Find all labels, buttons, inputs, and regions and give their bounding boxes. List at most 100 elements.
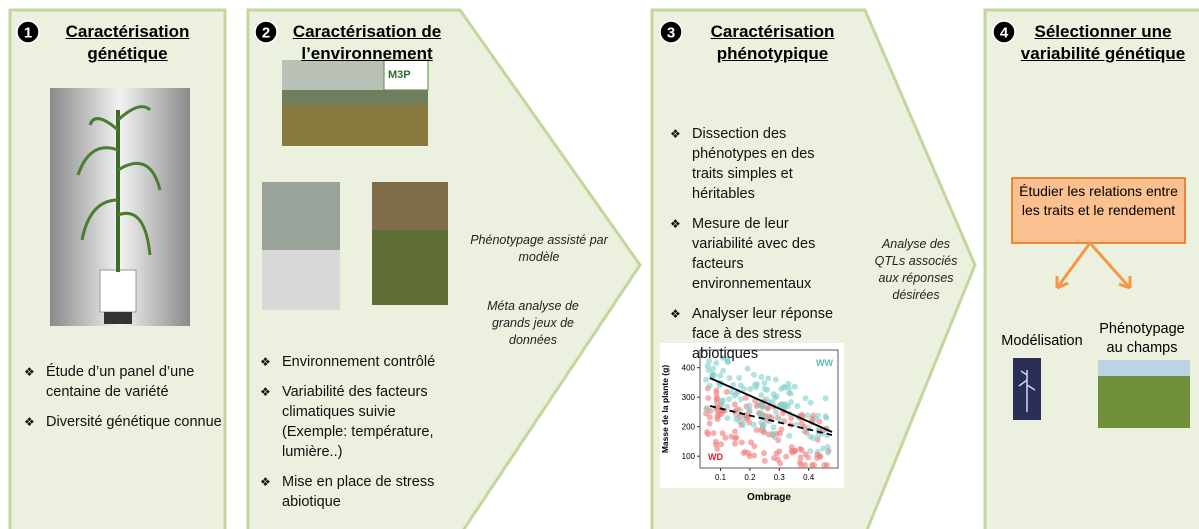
- dot-wd: [714, 445, 721, 452]
- y-tick-label: 100: [682, 452, 696, 461]
- dot-ww: [772, 376, 779, 383]
- dot-wd: [808, 416, 815, 423]
- dot-wd: [797, 459, 804, 466]
- dot-ww: [782, 402, 789, 409]
- dot-wd: [738, 439, 745, 446]
- dot-wd: [788, 415, 795, 422]
- dot-ww: [757, 410, 764, 417]
- dot-wd: [797, 454, 804, 461]
- dot-wd: [751, 443, 758, 450]
- legend-wd: WD: [708, 452, 723, 462]
- dot-ww: [802, 395, 809, 402]
- dot-ww: [740, 422, 747, 429]
- dot-ww: [824, 443, 831, 450]
- step-title: Caractérisation de l’environnement: [282, 21, 452, 65]
- field-sky: [1098, 360, 1190, 376]
- relation-box: [1011, 177, 1186, 244]
- step-number: 2: [262, 25, 270, 42]
- dot-wd: [761, 450, 768, 457]
- dot-wd: [733, 434, 740, 441]
- dot-ww: [758, 392, 765, 399]
- dot-ww: [776, 416, 783, 423]
- dot-wd: [783, 453, 790, 460]
- arrow-text: Méta analyse de grands jeux de données: [487, 299, 579, 347]
- dot-wd: [706, 414, 713, 421]
- dot-wd: [814, 451, 821, 458]
- dot-ww: [717, 372, 724, 379]
- dot-wd: [773, 450, 780, 457]
- scatter: 0.1 0.2 0.3 0.4 100 200 300 400 Ombrage Masse de …: [660, 349, 839, 503]
- step-title: Caractérisation phénotypique: [685, 21, 860, 65]
- x-tick-label: 0.3: [774, 473, 786, 482]
- step-number: 4: [1000, 25, 1009, 42]
- dot-ww: [719, 397, 726, 404]
- dot-wd: [760, 429, 767, 436]
- dot-ww: [730, 381, 737, 388]
- dot-wd: [722, 434, 729, 441]
- dot-wd: [774, 456, 781, 463]
- dot-ww: [791, 383, 798, 390]
- dot-wd: [731, 440, 738, 447]
- dot-wd: [742, 448, 749, 455]
- title-line: variabilité génétique: [1020, 44, 1186, 63]
- title-line: Caractérisation de: [292, 22, 442, 41]
- title-line: Caractérisation: [710, 22, 835, 41]
- dot-ww: [746, 406, 753, 413]
- bullet-list: Environnement contrôlé Variabilité des fa…: [258, 352, 458, 522]
- dot-wd: [705, 395, 712, 402]
- x-tick-label: 0.1: [715, 473, 727, 482]
- y-tick-label: 400: [682, 364, 696, 373]
- dot-ww: [751, 381, 758, 388]
- bullet-list: Étude d’un panel d’une centaine de varié…: [22, 362, 222, 442]
- dot-ww: [703, 376, 710, 383]
- dot-ww: [769, 430, 776, 437]
- dot-ww: [822, 413, 829, 420]
- x-tick-label: 0.4: [803, 473, 815, 482]
- dot-wd: [710, 429, 717, 436]
- title-line: phénotypique: [716, 44, 829, 63]
- plant-photo: [50, 88, 190, 326]
- dot-wd: [798, 420, 805, 427]
- dot-wd: [746, 453, 753, 460]
- dot-wd: [706, 420, 713, 427]
- dot-ww: [740, 385, 747, 392]
- dot-ww: [709, 371, 716, 378]
- dot-ww: [822, 395, 829, 402]
- dot-ww: [726, 396, 733, 403]
- dot-wd: [742, 394, 749, 401]
- label: Phénotypage au champs: [1099, 321, 1185, 356]
- dot-wd: [778, 426, 785, 433]
- bullet: Mise en place de stress abiotique: [258, 472, 458, 512]
- dot-wd: [775, 437, 782, 444]
- dot-wd: [718, 441, 725, 448]
- step-badge: [16, 20, 40, 44]
- split-arrows: [1055, 242, 1132, 290]
- model-plant: [1018, 370, 1036, 412]
- dot-ww: [737, 396, 744, 403]
- dot-ww: [710, 365, 717, 372]
- dot-ww: [787, 398, 794, 405]
- dot-wd: [719, 430, 726, 437]
- dot-ww: [750, 421, 757, 428]
- dot-ww: [807, 399, 814, 406]
- dot-wd: [809, 462, 816, 468]
- dot-wd: [764, 404, 771, 411]
- dot-ww: [773, 393, 780, 400]
- x-axis-label: Ombrage: [747, 492, 791, 503]
- title-line: génétique: [87, 44, 168, 63]
- dot-ww: [758, 402, 765, 409]
- bullet: Analyser leur réponse face à des stress …: [668, 304, 848, 364]
- dot-wd: [714, 416, 721, 423]
- dot-wd: [803, 429, 810, 436]
- bullet: Étude d’un panel d’une centaine de varié…: [22, 362, 222, 402]
- dot-ww: [724, 415, 731, 422]
- dot-ww: [761, 380, 768, 387]
- step-title: Caractérisation génétique: [40, 21, 215, 65]
- x-tick-label: 0.2: [744, 473, 756, 482]
- dot-ww: [786, 389, 793, 396]
- bullet-list: Dissection des phénotypes en des traits …: [668, 124, 848, 374]
- dot-wd: [734, 406, 741, 413]
- y-axis-label: Masse de la plante (g): [660, 365, 670, 453]
- dot-ww: [807, 448, 814, 455]
- dot-ww: [786, 432, 793, 439]
